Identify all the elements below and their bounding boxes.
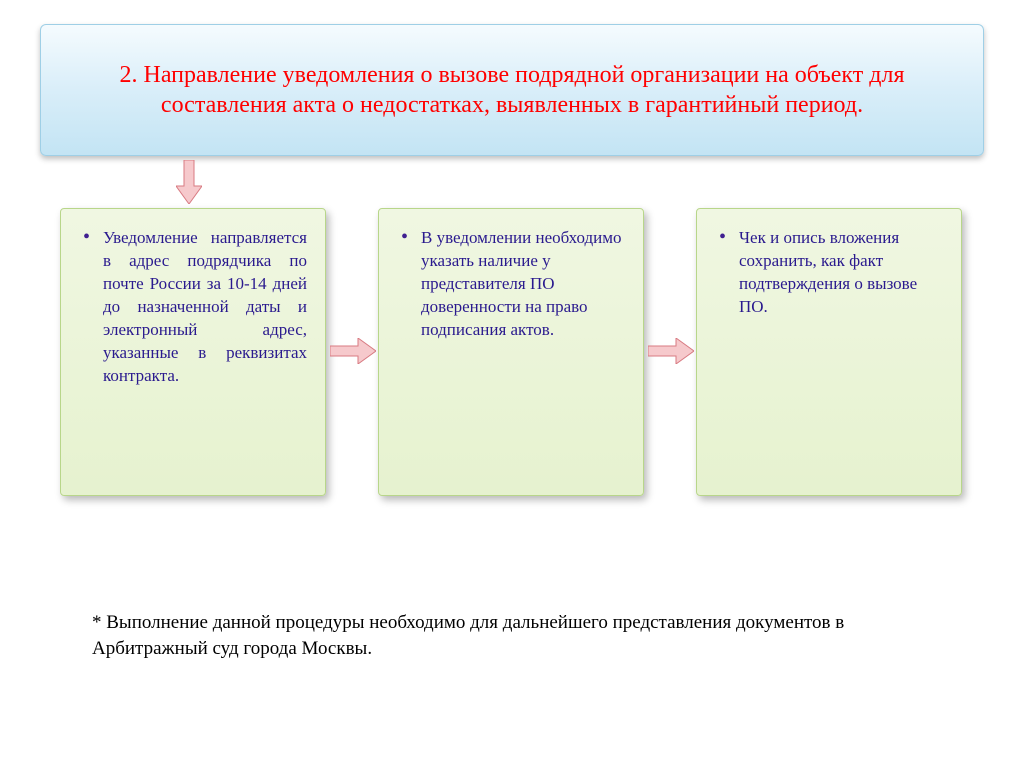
card-3: Чек и опись вложения сохранить, как факт… [696, 208, 962, 496]
header-box: 2. Направление уведомления о вызове подр… [40, 24, 984, 156]
card-1: Уведомление направляется в адрес подрядч… [60, 208, 326, 496]
card-2-text: В уведомлении необходимо указать наличие… [393, 227, 625, 342]
arrow-right-icon [648, 338, 694, 364]
header-title: 2. Направление уведомления о вызове подр… [81, 60, 943, 120]
arrow-down-icon [176, 160, 202, 204]
card-3-text: Чек и опись вложения сохранить, как факт… [711, 227, 943, 319]
arrow-right-icon [330, 338, 376, 364]
card-2: В уведомлении необходимо указать наличие… [378, 208, 644, 496]
card-1-text: Уведомление направляется в адрес подрядч… [75, 227, 307, 388]
footnote-text: * Выполнение данной процедуры необходимо… [92, 610, 924, 661]
